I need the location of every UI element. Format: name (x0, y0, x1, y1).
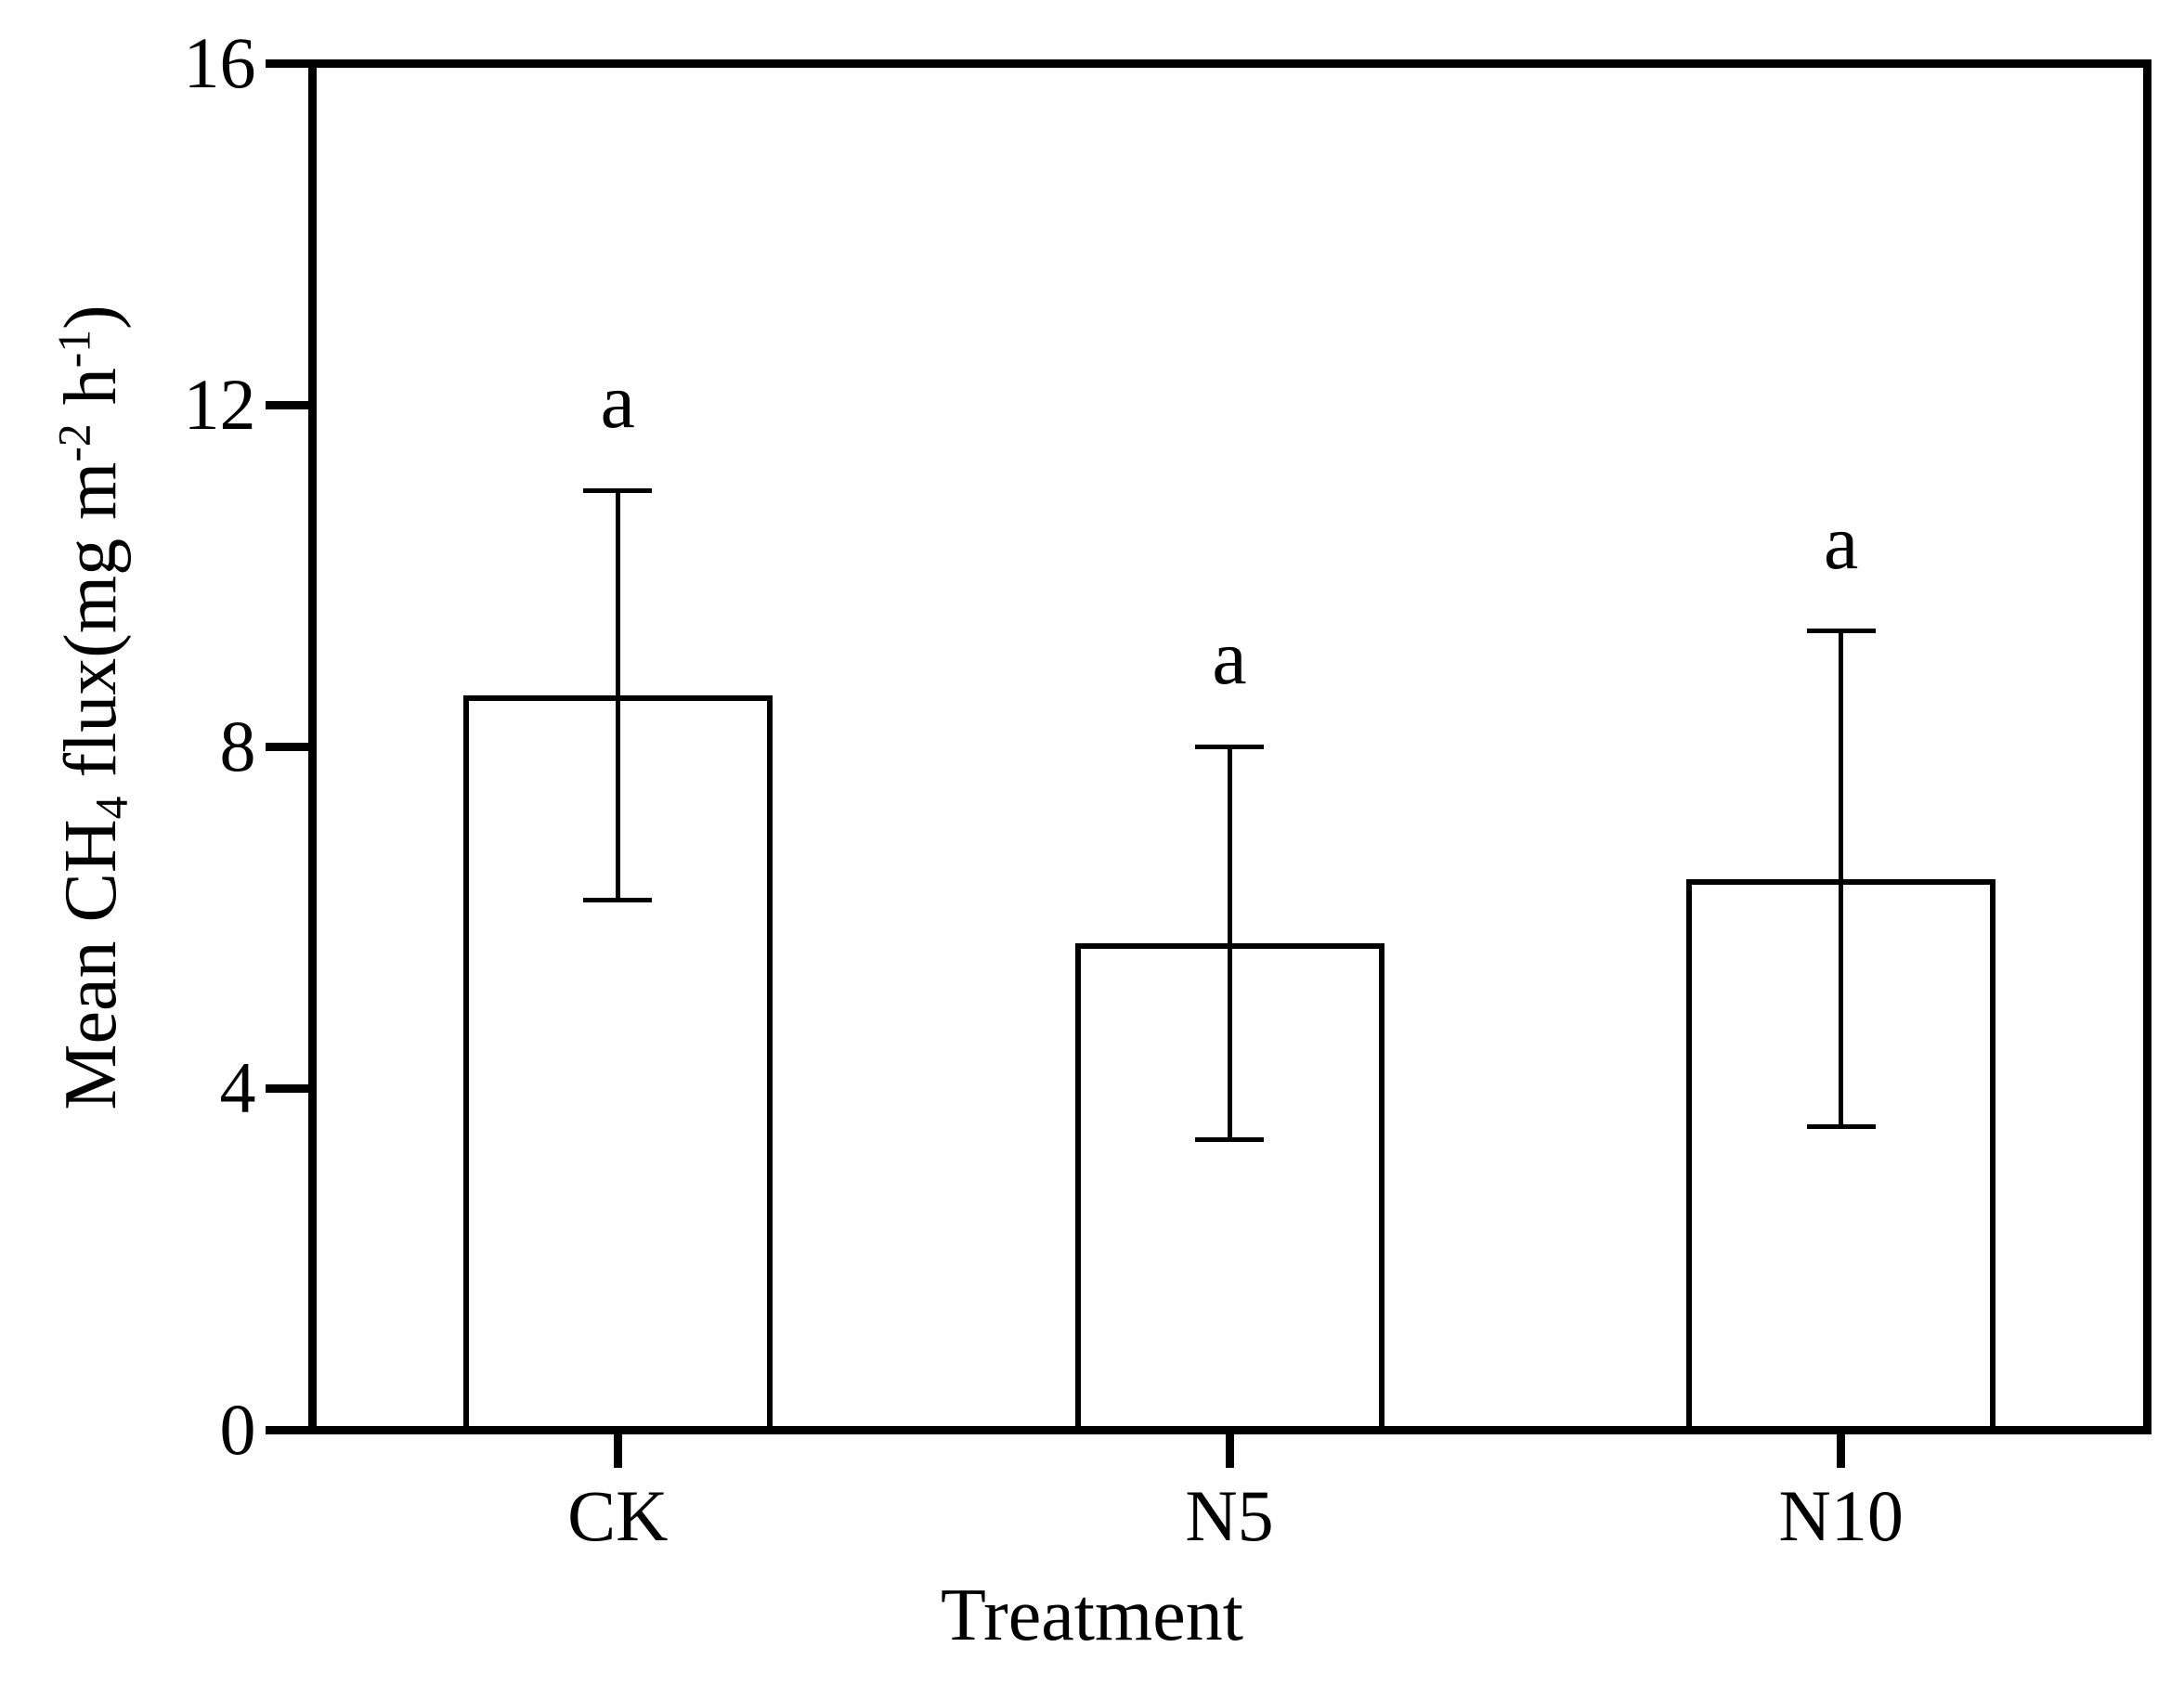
y-tick-mark-8 (265, 742, 308, 751)
axis-frame-top (307, 58, 2152, 68)
error-bar-cap-bottom-N10 (1806, 1123, 1876, 1129)
sig-letter-CK: a (600, 358, 635, 445)
y-tick-mark-12 (265, 400, 308, 409)
sig-letter-N10: a (1824, 499, 1859, 586)
error-bar-line-CK (615, 490, 620, 901)
y-tick-label-4: 4 (219, 1047, 256, 1128)
error-bar-cap-top-N10 (1806, 629, 1876, 634)
y-axis-title-segment: ) (49, 305, 132, 330)
error-bar-line-N10 (1839, 630, 1844, 1127)
x-tick-label-N10: N10 (1778, 1475, 1904, 1556)
error-bar-cap-bottom-N5 (1195, 1136, 1264, 1142)
error-bar-cap-top-N5 (1195, 744, 1264, 749)
y-tick-mark-0 (265, 1425, 308, 1434)
x-axis-title: Treatment (941, 1575, 1243, 1656)
x-tick-mark-N5 (1225, 1433, 1234, 1468)
sig-letter-N5: a (1212, 615, 1247, 701)
y-tick-label-12: 12 (183, 364, 256, 445)
error-bar-line-N5 (1227, 746, 1232, 1140)
y-tick-label-0: 0 (219, 1389, 256, 1470)
x-tick-label-CK: CK (567, 1475, 669, 1556)
axis-frame-bottom (307, 1425, 2152, 1434)
y-axis-title-segment: 4 (85, 796, 137, 820)
axis-frame-right (2142, 58, 2152, 1434)
y-tick-label-16: 16 (183, 22, 256, 103)
x-tick-label-N5: N5 (1185, 1475, 1274, 1556)
error-bar-cap-top-CK (583, 487, 653, 493)
error-bar-cap-bottom-CK (583, 898, 653, 903)
y-tick-mark-16 (265, 58, 308, 68)
y-tick-mark-4 (265, 1083, 308, 1093)
x-tick-mark-CK (613, 1433, 622, 1468)
x-tick-mark-N10 (1837, 1433, 1846, 1468)
axis-frame-left (307, 58, 317, 1434)
y-tick-label-8: 8 (219, 706, 256, 786)
